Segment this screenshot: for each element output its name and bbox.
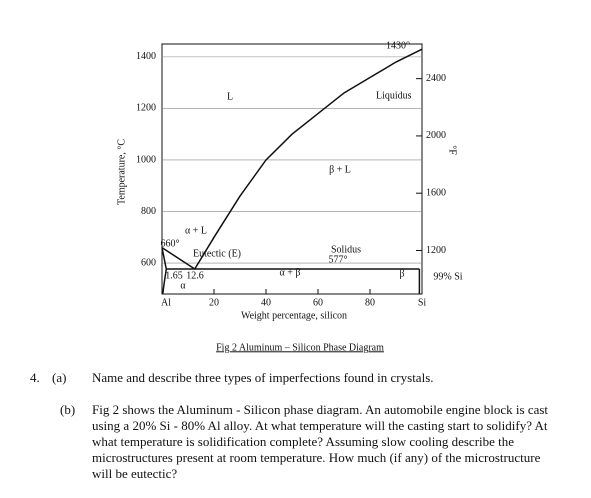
part-label: (a) <box>52 370 66 385</box>
caption: Fig 2 Aluminum – Silicon Phase Diagram <box>216 342 384 353</box>
y-tick-label: 1000 <box>136 154 156 165</box>
question-number: 4. <box>30 370 40 385</box>
plot-frame <box>161 43 423 295</box>
annotation: Eutectic (E) <box>193 248 241 259</box>
part-text: using a 20% Si - 80% Al alloy. At what t… <box>92 418 548 433</box>
line-label: Liquidus <box>376 90 412 101</box>
phase-line <box>161 246 196 270</box>
y-axis-label: Temperature, °C <box>116 139 127 205</box>
annotation: 1.65 <box>165 270 183 281</box>
annotation: β + L <box>329 164 351 175</box>
part-text: Fig 2 shows the Aluminum - Silicon phase… <box>92 402 548 417</box>
part-text: microstructures present at room temperat… <box>92 450 541 465</box>
y2-tick-label: 1200 <box>426 245 446 256</box>
line-label: Solidus <box>331 244 361 255</box>
part-text: what temperature is solidification compl… <box>92 434 514 449</box>
annotation: α + L <box>185 225 207 236</box>
annotation: β <box>399 268 404 279</box>
part-text: Name and describe three types of imperfe… <box>92 370 434 385</box>
annotation: α + β <box>280 267 301 278</box>
annotation: α <box>180 280 186 291</box>
x-axis-label: Weight percentage, silicon <box>241 310 347 321</box>
y2-axis-label: °F <box>447 145 458 155</box>
phase-line <box>194 48 423 270</box>
part-label: (b) <box>60 402 75 417</box>
x-tick-label: 60 <box>313 297 323 308</box>
y2-tick-label: 2000 <box>426 130 446 141</box>
y-tick-label: 1400 <box>136 51 156 62</box>
y2-tick-label: 1600 <box>426 187 446 198</box>
x-tick-label: 40 <box>261 297 271 308</box>
y-tick-label: 800 <box>141 206 156 217</box>
annotation: L <box>227 91 233 102</box>
annotation: 577° <box>329 254 348 265</box>
x-tick-label: 20 <box>209 297 219 308</box>
part-text: will be eutectic? <box>92 466 177 481</box>
y2-tick-label: 2400 <box>426 73 446 84</box>
y-tick-label: 600 <box>141 257 156 268</box>
annotation: 99% Si <box>433 271 462 282</box>
annotation: 12.6 <box>186 270 204 281</box>
phase-line <box>161 247 168 270</box>
annotation: 1430° <box>386 40 410 51</box>
x-tick-label: Al <box>161 297 171 308</box>
x-tick-label: Si <box>418 297 427 308</box>
annotation: 660° <box>161 238 180 249</box>
x-tick-label: 80 <box>365 297 375 308</box>
y-tick-label: 1200 <box>136 103 156 114</box>
phase-line <box>162 268 168 295</box>
